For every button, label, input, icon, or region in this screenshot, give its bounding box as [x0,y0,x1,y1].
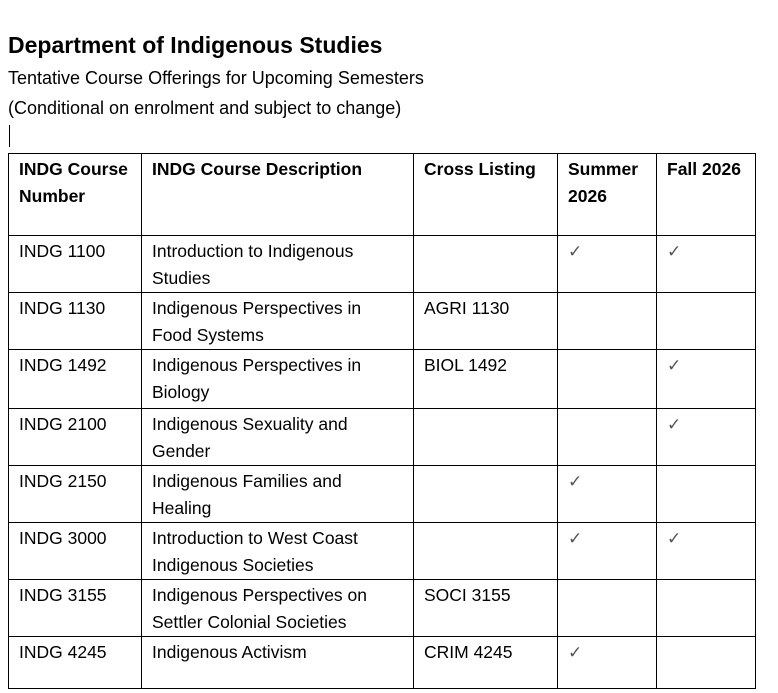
course-description-cell-text: Indigenous Perspectives in Biology [152,355,362,402]
fall-2026-cell: ✓ [656,522,756,580]
summer-2026-cell [557,408,657,466]
cross-listing-cell [413,465,558,523]
course-description-cell-text: Indigenous Perspectives in Food Systems [152,298,362,345]
cross-listing-cell: AGRI 1130 [413,292,558,350]
course-description-cell: Indigenous Perspectives in Biology [141,349,414,409]
table-row: INDG 4245 Indigenous Activism CRIM 4245 ✓ [8,636,756,689]
summer-2026-cell: ✓ [557,636,657,689]
fall-2026-cell: ✓ [656,408,756,466]
checkmark-icon: ✓ [568,472,583,491]
document-subtitle: Tentative Course Offerings for Upcoming … [8,68,424,88]
course-number-cell-text: INDG 1130 [19,298,106,318]
header-course-description: INDG Course Description [141,153,414,236]
document-title: Department of Indigenous Studies [8,32,383,58]
course-number-cell-text: INDG 3000 [19,528,107,548]
course-description-cell-text: Indigenous Perspectives on Settler Colon… [152,585,367,632]
summer-2026-cell [557,579,657,637]
fall-2026-cell [656,636,756,689]
course-description-cell: Indigenous Sexuality and Gender [141,408,414,466]
table-row: INDG 3155 Indigenous Perspectives on Sett… [8,579,756,637]
summer-2026-cell [557,349,657,409]
text-cursor [9,125,10,147]
table-header-row: INDG Course Number INDG Course Descripti… [8,153,756,236]
course-number-cell: INDG 3000 [8,522,142,580]
course-description-cell: Indigenous Activism [141,636,414,689]
course-description-cell-text: Indigenous Families and Healing [152,471,342,518]
course-description-cell-text: Indigenous Activism [152,642,307,662]
cross-listing-cell: SOCI 3155 [413,579,558,637]
checkmark-icon: ✓ [568,643,583,662]
table-row: INDG 3000 Introduction to West Coast Indi… [8,522,756,580]
cross-listing-cell [413,408,558,466]
cross-listing-cell-text: BIOL 1492 [424,355,508,375]
cross-listing-cell [413,522,558,580]
checkmark-icon: ✓ [568,242,583,261]
table-row: INDG 1100 Introduction to Indigenous Stud… [8,235,756,293]
table-row: INDG 1130 Indigenous Perspectives in Food… [8,292,756,350]
checkmark-icon: ✓ [667,356,682,375]
summer-2026-cell: ✓ [557,465,657,523]
cross-listing-cell: CRIM 4245 [413,636,558,689]
header-fall-2026: Fall 2026 [656,153,756,236]
checkmark-icon: ✓ [667,529,682,548]
table-row: INDG 2100 Indigenous Sexuality and Gender… [8,408,756,466]
checkmark-icon: ✓ [568,529,583,548]
course-number-cell-text: INDG 2100 [19,414,107,434]
course-description-cell: Indigenous Families and Healing [141,465,414,523]
course-number-cell: INDG 2100 [8,408,142,466]
fall-2026-cell [656,465,756,523]
table-row: INDG 1492 Indigenous Perspectives in Biol… [8,349,756,409]
checkmark-icon: ✓ [667,415,682,434]
course-number-cell: INDG 3155 [8,579,142,637]
course-description-cell: Introduction to Indigenous Studies [141,235,414,293]
course-number-cell-text: INDG 3155 [19,585,107,605]
fall-2026-cell: ✓ [656,349,756,409]
summer-2026-cell: ✓ [557,235,657,293]
course-number-cell-text: INDG 4245 [19,642,107,662]
course-description-cell: Indigenous Perspectives on Settler Colon… [141,579,414,637]
course-offerings-table: INDG Course Number INDG Course Descripti… [8,153,756,689]
cross-listing-cell-text: CRIM 4245 [424,642,513,662]
cross-listing-cell: BIOL 1492 [413,349,558,409]
course-description-cell-text: Indigenous Sexuality and Gender [152,414,348,461]
course-number-cell-text: INDG 1492 [19,355,107,375]
summer-2026-cell [557,292,657,350]
summer-2026-cell: ✓ [557,522,657,580]
course-number-cell: INDG 1492 [8,349,142,409]
course-number-cell: INDG 2150 [8,465,142,523]
cross-listing-cell-text: AGRI 1130 [424,298,510,318]
course-number-cell: INDG 1130 [8,292,142,350]
course-number-cell: INDG 4245 [8,636,142,689]
course-description-cell-text: Introduction to Indigenous Studies [152,241,354,288]
course-description-cell-text: Introduction to West Coast Indigenous So… [152,528,358,575]
course-description-cell: Introduction to West Coast Indigenous So… [141,522,414,580]
cross-listing-cell-text: SOCI 3155 [424,585,511,605]
course-number-cell-text: INDG 1100 [19,241,106,261]
document-note: (Conditional on enrolment and subject to… [8,98,402,118]
course-number-cell-text: INDG 2150 [19,471,107,491]
header-summer-2026: Summer 2026 [557,153,657,236]
fall-2026-cell [656,292,756,350]
table-row: INDG 2150 Indigenous Families and Healing… [8,465,756,523]
fall-2026-cell [656,579,756,637]
course-description-cell: Indigenous Perspectives in Food Systems [141,292,414,350]
fall-2026-cell: ✓ [656,235,756,293]
course-number-cell: INDG 1100 [8,235,142,293]
checkmark-icon: ✓ [667,242,682,261]
cross-listing-cell [413,235,558,293]
header-cross-listing: Cross Listing [413,153,558,236]
header-course-number: INDG Course Number [8,153,142,236]
